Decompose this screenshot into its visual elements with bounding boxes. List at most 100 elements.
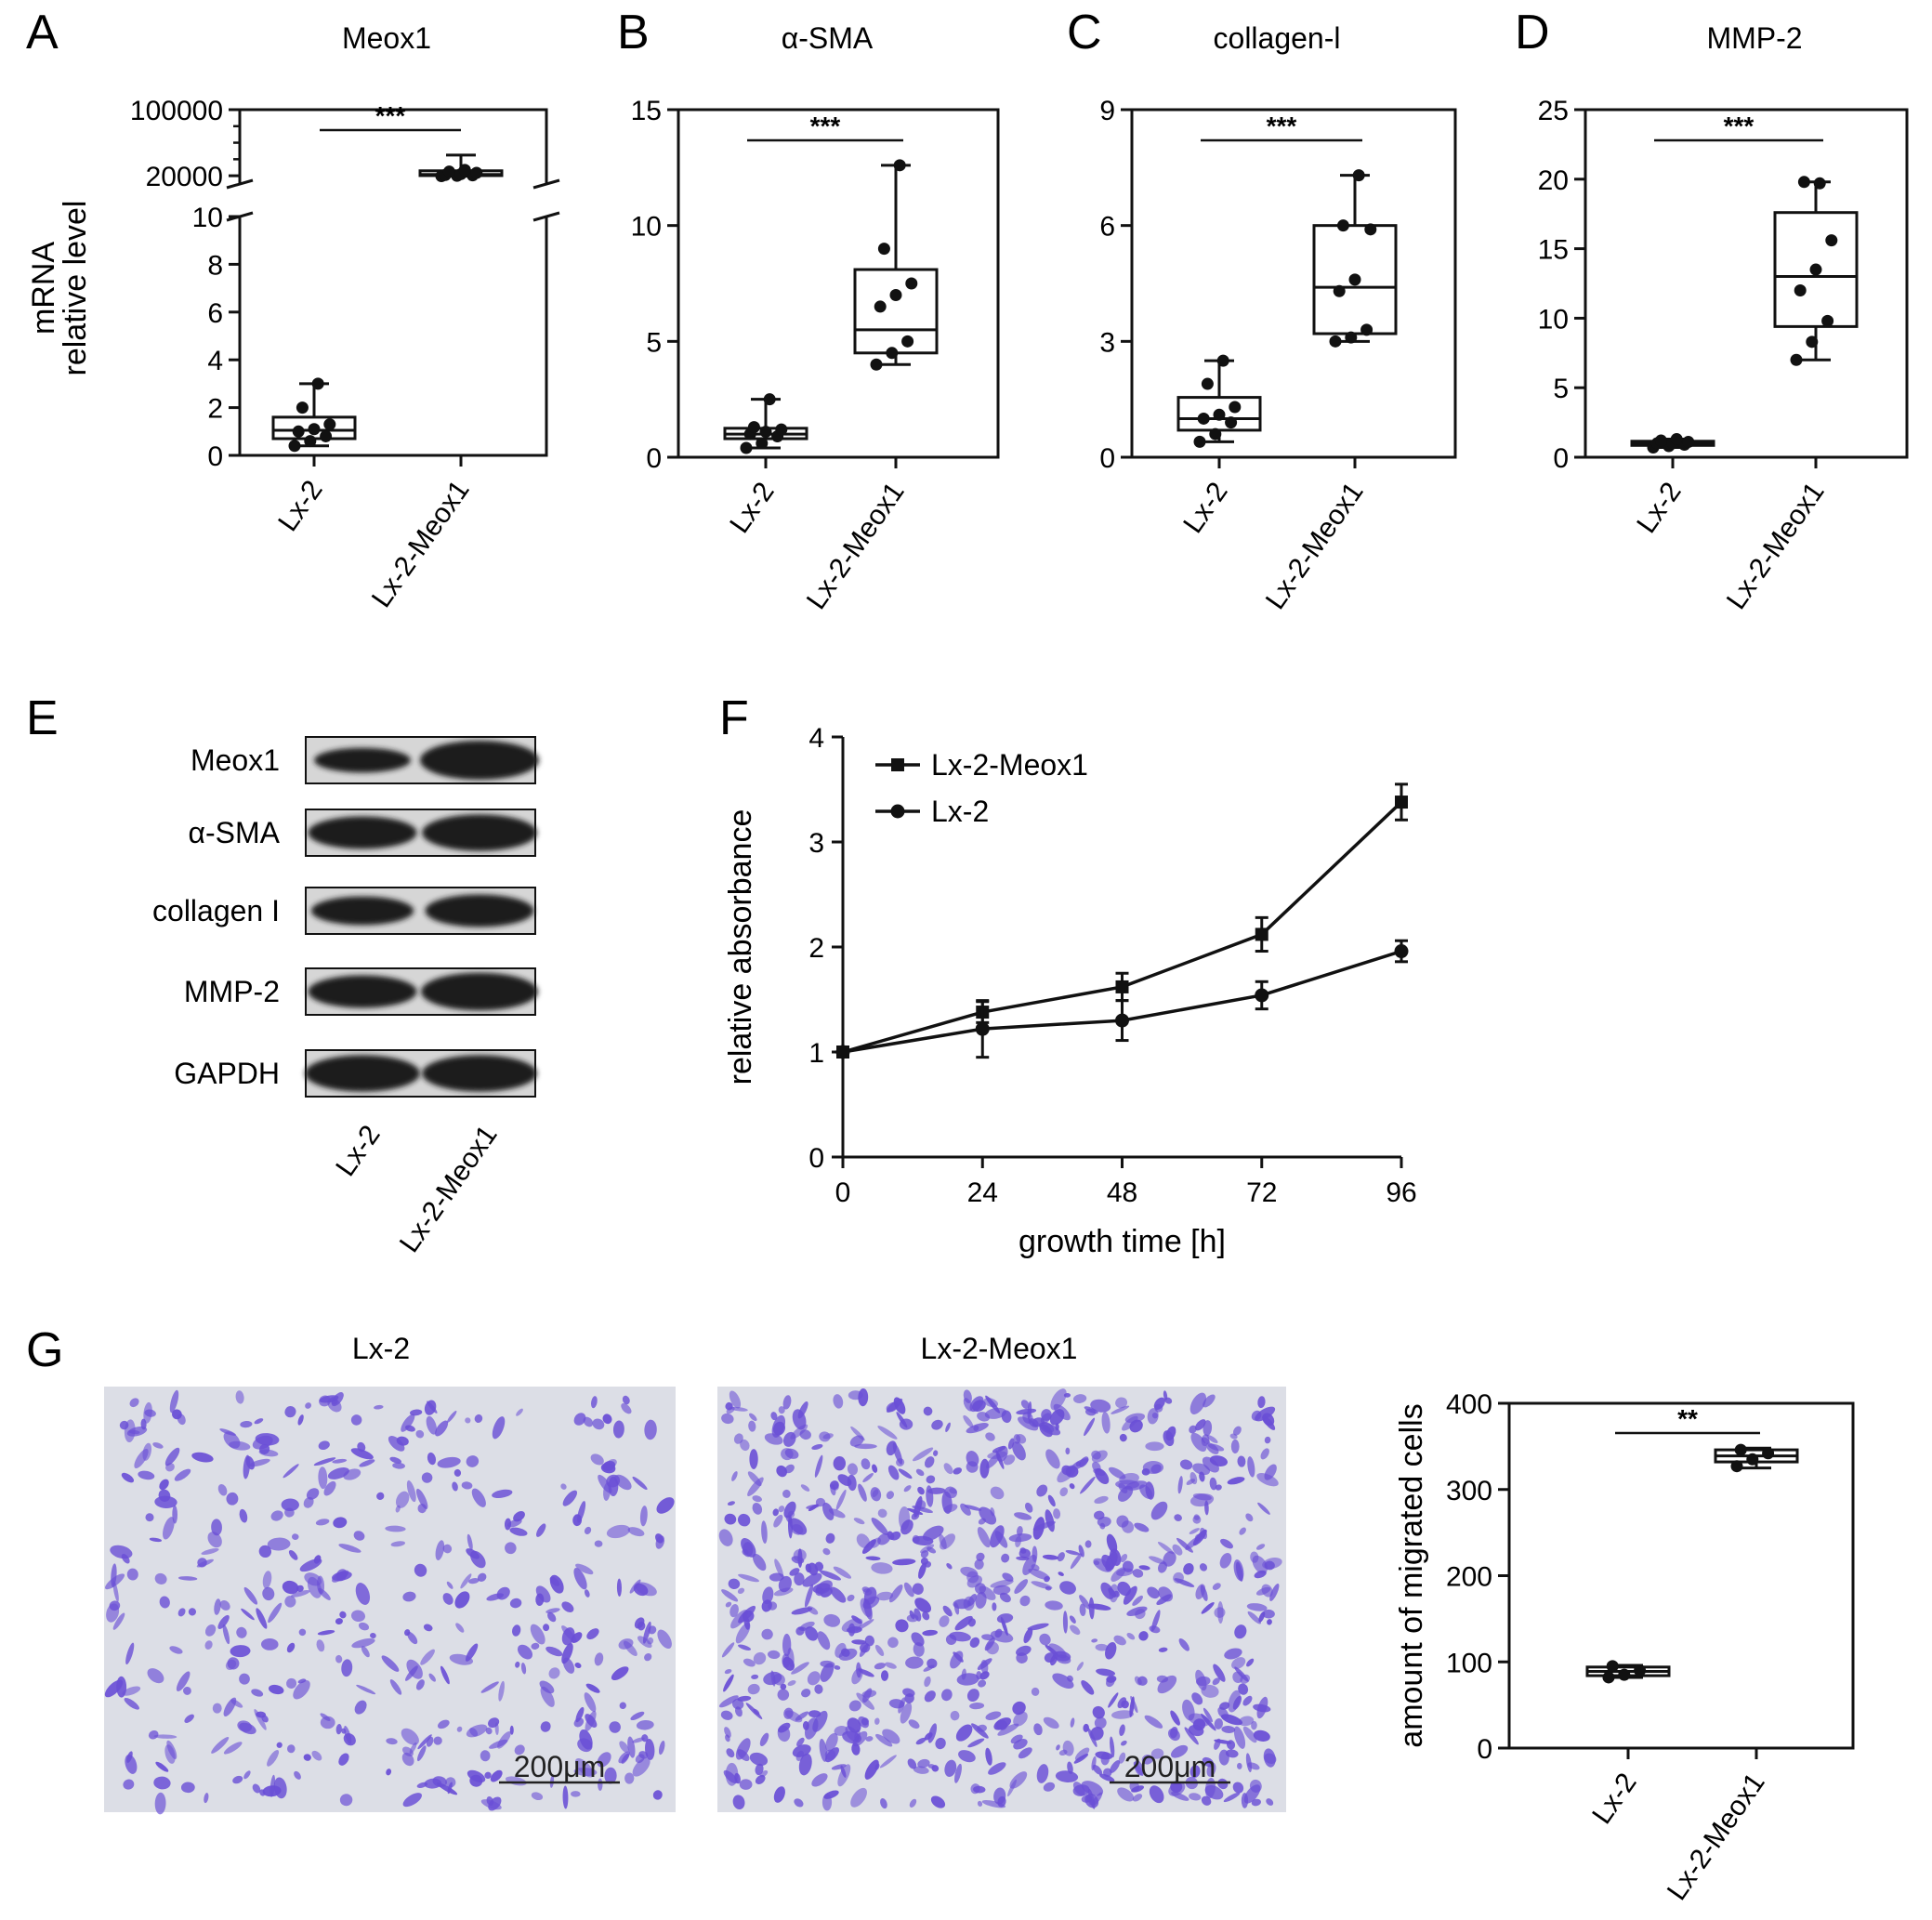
stained-cell — [147, 1668, 164, 1684]
stained-cell — [1010, 1734, 1023, 1744]
stained-cell — [1050, 1654, 1058, 1666]
chart-a-xtick-label: Lx-2-Meox1 — [366, 475, 476, 613]
chart-a-upper-ytick-label: 20000 — [146, 162, 223, 192]
stained-cell — [512, 1624, 521, 1637]
chart-f-ytick-label: 3 — [808, 828, 824, 859]
panel-letter-b: B — [617, 6, 650, 59]
stained-cell — [896, 1458, 905, 1466]
stained-cell — [286, 1677, 297, 1689]
chart-b-lx2-point — [740, 441, 753, 454]
stained-cell — [292, 1533, 299, 1540]
chart-f-point-circle — [1394, 944, 1409, 959]
stained-cell — [1202, 1456, 1219, 1473]
stained-cell — [612, 1420, 624, 1439]
stained-cell — [984, 1407, 1007, 1419]
stained-cell — [260, 1637, 279, 1650]
stained-cell — [966, 1451, 979, 1467]
stained-cell — [949, 1488, 957, 1494]
stained-cell — [1059, 1581, 1076, 1595]
stained-cell — [339, 1611, 347, 1619]
stained-cell — [1080, 1476, 1096, 1494]
stained-cell — [874, 1663, 887, 1670]
stained-cell — [154, 1495, 177, 1508]
stained-cell — [985, 1395, 1001, 1414]
stained-cell — [908, 1719, 920, 1729]
stained-cell — [833, 1456, 847, 1471]
stained-cell — [632, 1476, 648, 1491]
stained-cell — [871, 1518, 888, 1535]
stained-cell — [918, 1562, 927, 1579]
stained-cell — [969, 1637, 980, 1648]
stained-cell — [492, 1489, 513, 1498]
stained-cell — [847, 1463, 859, 1476]
stained-cell — [1252, 1555, 1268, 1574]
stained-cell — [1070, 1624, 1081, 1636]
blot-band — [308, 975, 417, 1008]
stained-cell — [749, 1752, 769, 1767]
stained-cell — [723, 1674, 734, 1692]
stained-cell — [562, 1657, 575, 1674]
stained-cell — [1024, 1502, 1033, 1513]
chart-c-meox1-point — [1364, 223, 1377, 236]
stained-cell — [465, 1417, 471, 1424]
stained-cell — [129, 1398, 139, 1408]
stained-cell — [1017, 1525, 1023, 1536]
stained-cell — [773, 1587, 794, 1597]
stained-cell — [773, 1421, 786, 1436]
stained-cell — [960, 1503, 971, 1516]
chart-g-xtick-label: Lx-2-Meox1 — [1662, 1768, 1771, 1906]
stained-cell — [1171, 1792, 1189, 1801]
stained-cell — [1062, 1740, 1074, 1756]
stained-cell — [229, 1440, 251, 1451]
stained-cell — [180, 1782, 195, 1794]
stained-cell — [1117, 1787, 1135, 1802]
stained-cell — [887, 1465, 900, 1480]
stained-cell — [172, 1505, 178, 1524]
stained-cell — [619, 1702, 626, 1710]
stained-cell — [109, 1600, 121, 1611]
stained-cell — [358, 1622, 370, 1631]
stained-cell — [985, 1711, 1002, 1720]
stained-cell — [773, 1514, 783, 1528]
chart-g-lx2-point — [1618, 1668, 1631, 1681]
stained-cell — [858, 1483, 867, 1502]
stained-cell — [994, 1531, 1008, 1548]
stained-cell — [311, 1750, 322, 1761]
blot-band — [308, 816, 417, 849]
stained-cell — [1258, 1611, 1266, 1623]
stained-cell — [1190, 1432, 1207, 1453]
stained-cell — [606, 1524, 631, 1539]
stained-cell — [1069, 1615, 1076, 1624]
stained-cell — [353, 1531, 365, 1541]
chart-a-upper-ytick-label: 100000 — [130, 96, 223, 126]
stained-cell — [442, 1593, 453, 1605]
blot-lane-label: Lx-2-Meox1 — [394, 1120, 504, 1258]
blot-band — [305, 1055, 420, 1092]
chart-a-meox1-point — [458, 164, 471, 177]
stained-cell — [1214, 1607, 1226, 1618]
stained-cell — [286, 1744, 296, 1754]
blot-band — [310, 896, 414, 926]
stained-cell — [995, 1450, 1005, 1469]
stained-cell — [642, 1621, 651, 1644]
stained-cell — [1084, 1417, 1096, 1437]
chart-c-lx2-point — [1209, 427, 1222, 441]
stained-cell — [1123, 1585, 1137, 1605]
stained-cell — [467, 1769, 486, 1783]
stained-cell — [539, 1680, 555, 1694]
stained-cell — [1178, 1637, 1189, 1651]
stained-cell — [877, 1426, 898, 1440]
stained-cell — [211, 1736, 230, 1754]
stained-cell — [738, 1644, 752, 1650]
chart-a-lower-ytick-label: 4 — [207, 346, 223, 376]
stained-cell — [1132, 1794, 1143, 1802]
stained-cell — [148, 1730, 159, 1740]
stained-cell — [284, 1507, 295, 1518]
stained-cell — [911, 1632, 925, 1647]
stained-cell — [270, 1510, 283, 1521]
stained-cell — [256, 1711, 267, 1718]
stained-cell — [401, 1414, 415, 1432]
chart-d-xtick-label: Lx-2 — [1631, 477, 1688, 539]
stained-cell — [821, 1794, 833, 1811]
stained-cell — [1186, 1479, 1196, 1485]
